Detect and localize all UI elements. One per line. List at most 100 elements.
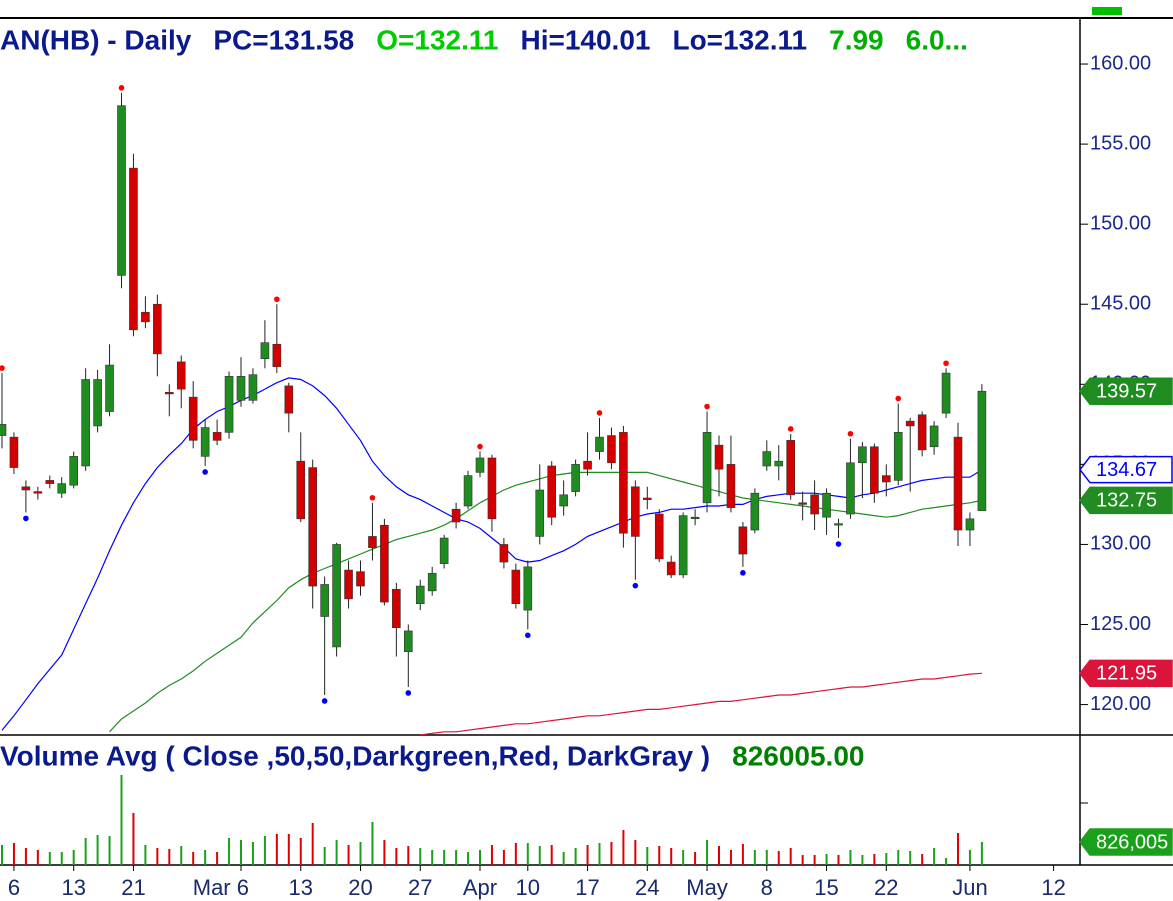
y-tick-label: 120.00 (1090, 693, 1151, 715)
volume-bar (419, 847, 422, 865)
x-tick-label: 22 (874, 875, 898, 900)
candle-body (403, 630, 413, 653)
volume-bar (610, 842, 613, 865)
volume-bar (777, 850, 780, 865)
x-tick-label: 27 (408, 875, 432, 900)
volume-bar (849, 849, 852, 865)
last-price-tag-box (1079, 377, 1173, 405)
y-tick-label: 130.00 (1090, 533, 1151, 555)
volume-bar (407, 846, 410, 865)
volume-bar (204, 849, 207, 865)
volume-bar (479, 849, 481, 865)
candle-body (858, 446, 867, 464)
candle-body (463, 475, 473, 507)
pivot-high-marker (704, 403, 710, 410)
header-text: Lo=132.11 (672, 24, 807, 55)
candle-body (881, 475, 891, 483)
candle-body (224, 375, 234, 433)
candle-body (248, 374, 258, 401)
candle-body (260, 342, 270, 359)
header-text: 7.99 (829, 24, 884, 55)
pivot-low-marker (632, 582, 639, 589)
volume-bar (861, 855, 864, 865)
candle-body (702, 432, 712, 504)
candle-body (296, 460, 306, 520)
volume-bar (646, 846, 649, 865)
candle-body (941, 372, 951, 414)
candle-body (714, 444, 724, 470)
volume-bar (968, 849, 971, 865)
candle-body (129, 167, 138, 331)
header-text: 826005.00 (732, 740, 864, 771)
candle-body (69, 456, 78, 486)
candle-body (511, 569, 521, 604)
volume-bar (550, 845, 553, 865)
volume-bar (144, 845, 147, 865)
average-tag-label: 121.95 (1096, 663, 1157, 685)
y-tick-label: 150.00 (1090, 212, 1151, 234)
volume-bar (825, 854, 828, 865)
volume-bar (694, 851, 697, 865)
x-tick-label: 13 (289, 875, 313, 900)
candle-body (870, 446, 879, 494)
average-tag-box (1079, 659, 1173, 688)
x-tick-label: 21 (121, 875, 145, 900)
volume-bar (240, 840, 242, 865)
pivot-high-marker (477, 443, 483, 450)
volume-bar (216, 851, 219, 865)
pivot-low-marker (321, 698, 328, 704)
candle-body (344, 569, 353, 600)
average-tag-label: 132.75 (1096, 490, 1157, 512)
candle-body (810, 494, 819, 515)
candle-body (642, 497, 652, 500)
candle-body (750, 492, 760, 531)
header-text: Volume Avg ( Close ,50,50,Darkgreen,Red,… (0, 740, 710, 771)
candle-body (141, 311, 150, 323)
volume-bar (108, 835, 111, 865)
candle-body (571, 464, 580, 492)
pivot-low-marker (202, 469, 208, 475)
average-tag-label: 134.67 (1096, 459, 1157, 481)
candle-body (535, 489, 545, 537)
volume-bar (945, 858, 948, 865)
candle-body (439, 537, 449, 564)
candle-body (427, 572, 437, 592)
x-tick-label: Mar 6 (193, 875, 249, 900)
average-tag-box (1079, 486, 1173, 515)
price-plot (0, 85, 987, 735)
candle-body (212, 432, 222, 441)
candle-body (380, 524, 389, 603)
pivot-low-marker (405, 690, 412, 696)
x-tick-label: 6 (8, 875, 20, 900)
candle-body (678, 515, 688, 576)
candle-body (595, 436, 604, 452)
y-tick-label: 145.00 (1090, 293, 1151, 315)
candle-body (953, 436, 963, 531)
y-tick-label: 155.00 (1090, 132, 1151, 154)
volume-bar (168, 848, 171, 865)
candle-body (176, 361, 186, 390)
x-tick-label: Jun (952, 875, 987, 900)
candle-body (583, 460, 592, 470)
volume-bar (873, 854, 876, 865)
candle-body (81, 379, 90, 467)
volume-bar (132, 812, 135, 865)
pivot-low-marker (525, 632, 531, 639)
volume-bar (192, 851, 195, 865)
volume-bar (718, 846, 720, 865)
pivot-low-marker (740, 570, 746, 576)
candle-body (774, 460, 784, 467)
candle-body (690, 516, 700, 520)
volume-bar (371, 821, 374, 865)
y-tick-label: 125.00 (1090, 613, 1151, 635)
volume-bar (957, 833, 959, 865)
x-tick-label: Apr (463, 875, 497, 900)
volume-bar (933, 847, 936, 865)
pivot-high-marker (274, 296, 280, 303)
candle-body (822, 492, 831, 518)
volume-bar (383, 840, 386, 865)
pivot-low-marker (23, 515, 29, 522)
volume-bar (538, 846, 541, 865)
